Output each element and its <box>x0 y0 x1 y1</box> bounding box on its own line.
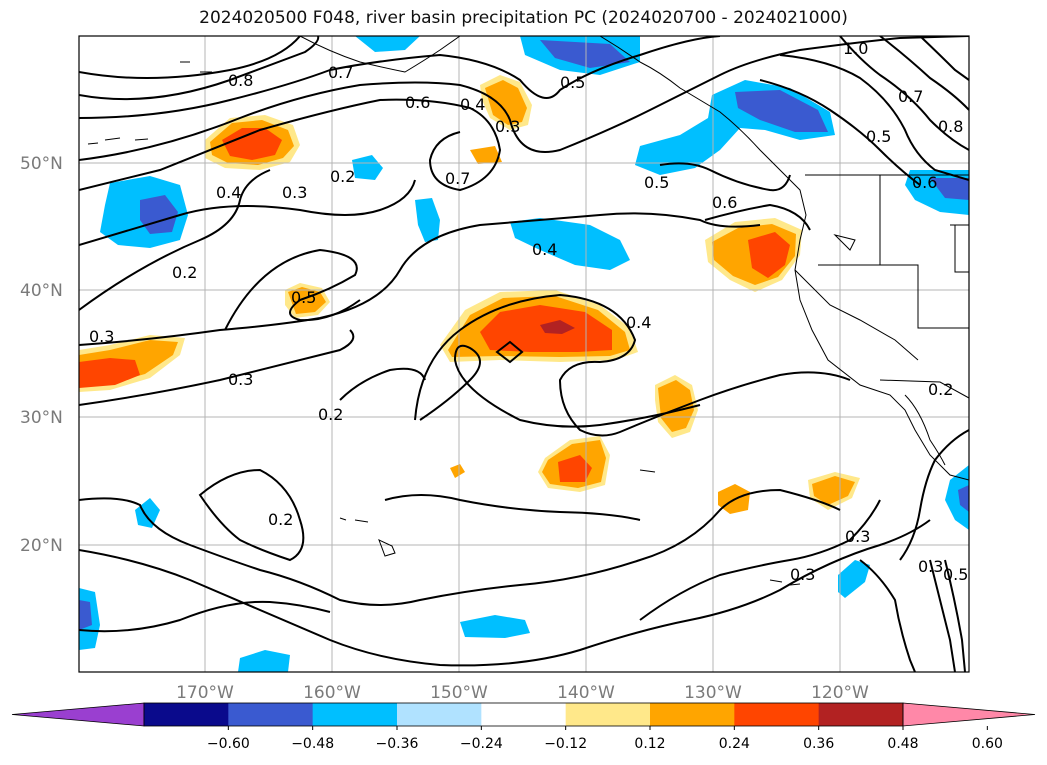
colorbar-tick-label: 0.48 <box>887 736 918 752</box>
contour-label: 0.5 <box>560 73 585 92</box>
colorbar: −0.60 −0.48 −0.36 −0.24 −0.12 0.12 0.24 0.36 0.4… <box>11 702 1036 752</box>
lon-label: 170°W <box>176 683 234 703</box>
lon-label: 120°W <box>811 683 869 703</box>
contour-label: 0.8 <box>938 117 963 136</box>
contour-label: 1.0 <box>843 39 868 58</box>
colorbar-segment <box>818 703 904 726</box>
contour-label: 0.3 <box>282 183 307 202</box>
colorbar-tick-label: 0.24 <box>719 736 750 752</box>
lon-label: 160°W <box>303 683 361 703</box>
contour-label: 0.5 <box>943 565 968 584</box>
colorbar-segment <box>228 703 314 726</box>
colorbar-segment <box>734 703 820 726</box>
contour-label: 0.5 <box>866 127 891 146</box>
lon-label: 130°W <box>684 683 742 703</box>
contour-label: 0.3 <box>495 117 520 136</box>
longitude-labels: 170°W 160°W 150°W 140°W 130°W 120°W <box>176 683 869 703</box>
lat-label: 50°N <box>20 154 63 174</box>
contour-label: 0.7 <box>898 87 923 106</box>
lon-label: 140°W <box>557 683 615 703</box>
gridlines <box>79 36 969 672</box>
latitude-labels: 50°N 40°N 30°N 20°N <box>20 154 63 556</box>
contour-label: 0.2 <box>268 510 293 529</box>
contour-label: 0.4 <box>626 313 651 332</box>
contour-label: 0.3 <box>845 527 870 546</box>
contour-label: 0.2 <box>172 263 197 282</box>
contour-label-group: 0.8 0.7 0.6 0.4 0.3 0.2 0.7 0.5 0.5 0.6 … <box>89 39 968 584</box>
positive-anomaly-areas <box>79 75 860 514</box>
coastlines <box>87 36 969 586</box>
colorbar-tick-label: −0.24 <box>460 736 503 752</box>
colorbar-tick-label: −0.12 <box>544 736 587 752</box>
contour-label: 0.4 <box>460 95 485 114</box>
contour-label: 0.3 <box>790 565 815 584</box>
colorbar-segment <box>650 703 735 726</box>
contour-label: 0.6 <box>405 93 430 112</box>
colorbar-border <box>143 702 904 727</box>
lat-label: 40°N <box>20 281 63 301</box>
contour-label: 0.2 <box>330 167 355 186</box>
colorbar-tick-label: −0.48 <box>291 736 334 752</box>
contour-label: 0.6 <box>912 173 937 192</box>
contour-label: 0.3 <box>228 370 253 389</box>
contour-label: 0.4 <box>532 240 557 259</box>
colorbar-tick-label: 0.60 <box>972 736 1003 752</box>
contour-label: 0.2 <box>928 380 953 399</box>
contour-label: 0.8 <box>228 71 253 90</box>
contour-label: 0.3 <box>918 557 943 576</box>
colorbar-extend-min <box>11 702 145 727</box>
colorbar-extend-max <box>902 702 1036 727</box>
lon-label: 150°W <box>430 683 488 703</box>
lat-label: 20°N <box>20 536 63 556</box>
contour-label: 0.2 <box>318 405 343 424</box>
colorbar-tick-label: 0.12 <box>634 736 665 752</box>
map-title: 2024020500 F048, river basin precipitati… <box>199 8 848 28</box>
contour-label: 0.4 <box>216 183 241 202</box>
contour-label: 0.6 <box>712 193 737 212</box>
plot-border <box>78 35 970 673</box>
colorbar-segment <box>397 703 482 726</box>
colorbar-segment <box>144 703 229 726</box>
contour-label: 0.5 <box>644 173 669 192</box>
lat-label: 30°N <box>20 408 63 428</box>
negative-anomaly-areas <box>79 36 969 672</box>
colorbar-segment <box>565 703 651 726</box>
contour-label: 0.3 <box>89 327 114 346</box>
colorbar-segment <box>312 703 398 726</box>
colorbar-tick-label: −0.36 <box>376 736 419 752</box>
contour-lines <box>79 36 969 672</box>
colorbar-tick-label: −0.60 <box>207 736 250 752</box>
contour-label: 0.7 <box>445 169 470 188</box>
colorbar-tick-label: 0.36 <box>803 736 834 752</box>
contour-label: 0.5 <box>291 288 316 307</box>
colorbar-segment <box>481 703 567 726</box>
contour-label: 0.7 <box>328 63 353 82</box>
